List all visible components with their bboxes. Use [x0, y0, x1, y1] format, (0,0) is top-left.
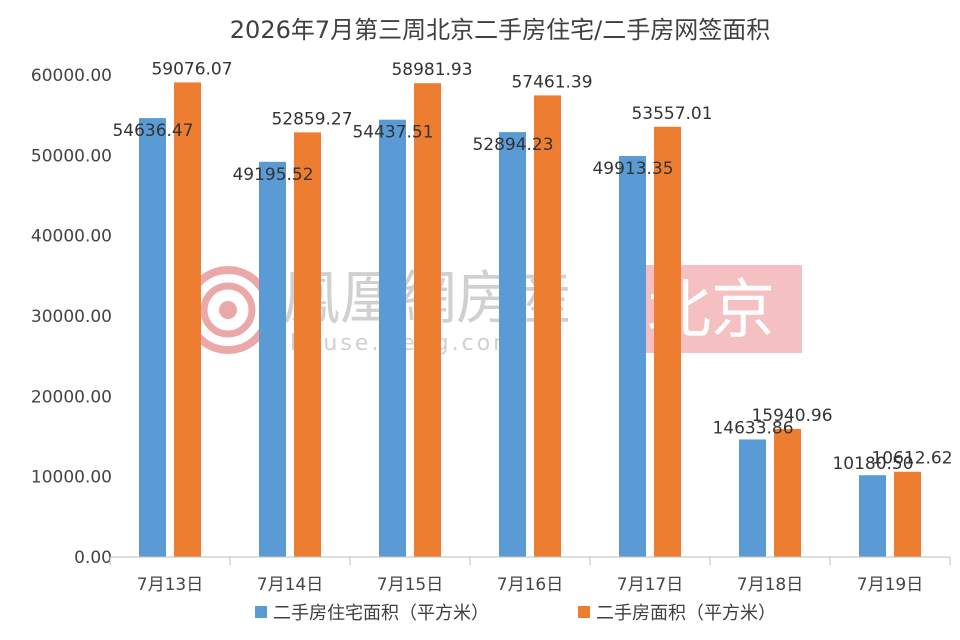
x-tick-label: 7月15日: [377, 575, 443, 595]
bar-residential: [499, 132, 526, 558]
data-labels: 54636.47 59076.07 49195.52 52859.2754437.51…: [112, 59, 952, 474]
bar-residential: [739, 439, 766, 557]
data-label: 49195.52: [232, 165, 313, 185]
y-tick-label: 60000.00: [31, 66, 112, 86]
bar-total: [294, 132, 321, 557]
bars: [139, 82, 921, 558]
x-tick-label: 7月18日: [737, 575, 803, 595]
y-tick-label: 30000.00: [31, 307, 112, 327]
x-tick-label: 7月14日: [257, 575, 323, 595]
x-axis: 7月13日 7月14日 7月15日 7月16日 7月17日 7月18日 7月19日: [109, 557, 951, 595]
data-label: 14633.86: [712, 418, 793, 438]
bar-total: [894, 471, 921, 557]
data-label: 15940.96: [751, 406, 832, 426]
y-tick-label: 50000.00: [31, 146, 112, 166]
legend-swatch: [578, 606, 590, 618]
legend-label: 二手房住宅面积（平方米）: [273, 603, 489, 624]
bar-total: [414, 83, 441, 557]
data-label: 52894.23: [472, 135, 553, 155]
bar-total: [534, 95, 561, 558]
bar-total: [654, 126, 681, 557]
y-tick-label: 0.00: [74, 548, 112, 568]
y-tick-label: 10000.00: [31, 468, 112, 488]
legend: 二手房住宅面积（平方米） 二手房面积（平方米）: [255, 603, 776, 624]
bar-residential: [379, 119, 406, 557]
x-tick-label: 7月16日: [497, 575, 563, 595]
watermark-city-badge: [620, 265, 802, 353]
x-tick-label: 7月17日: [617, 575, 683, 595]
data-label: 54636.47: [112, 121, 193, 141]
data-label: 10180.50: [832, 454, 913, 474]
bar-total: [774, 428, 801, 557]
data-label: 52859.27: [271, 109, 352, 129]
data-label: 49913.35: [592, 159, 673, 179]
data-label: 54437.51: [352, 123, 433, 143]
bar-residential: [619, 156, 646, 557]
data-label: 57461.39: [511, 72, 592, 92]
y-tick-label: 40000.00: [31, 227, 112, 247]
data-label: 53557.01: [631, 104, 712, 124]
chart-title: 2026年7月第三周北京二手房住宅/二手房网签面积: [230, 16, 770, 44]
bar-total: [174, 82, 201, 557]
y-tick-label: 20000.00: [31, 387, 112, 407]
y-axis: 0.00 10000.00 20000.00 30000.00 40000.00 5000…: [31, 66, 112, 568]
x-tick-label: 7月19日: [857, 575, 923, 595]
bar-residential: [859, 475, 886, 557]
x-tick-label: 7月13日: [137, 575, 203, 595]
bar-residential: [139, 118, 166, 557]
data-label: 59076.07: [151, 59, 232, 79]
bar-residential: [259, 161, 286, 557]
legend-label: 二手房面积（平方米）: [596, 603, 776, 624]
data-label: 58981.93: [391, 60, 472, 80]
legend-swatch: [255, 606, 267, 618]
data-label: 10612.62: [871, 449, 952, 469]
